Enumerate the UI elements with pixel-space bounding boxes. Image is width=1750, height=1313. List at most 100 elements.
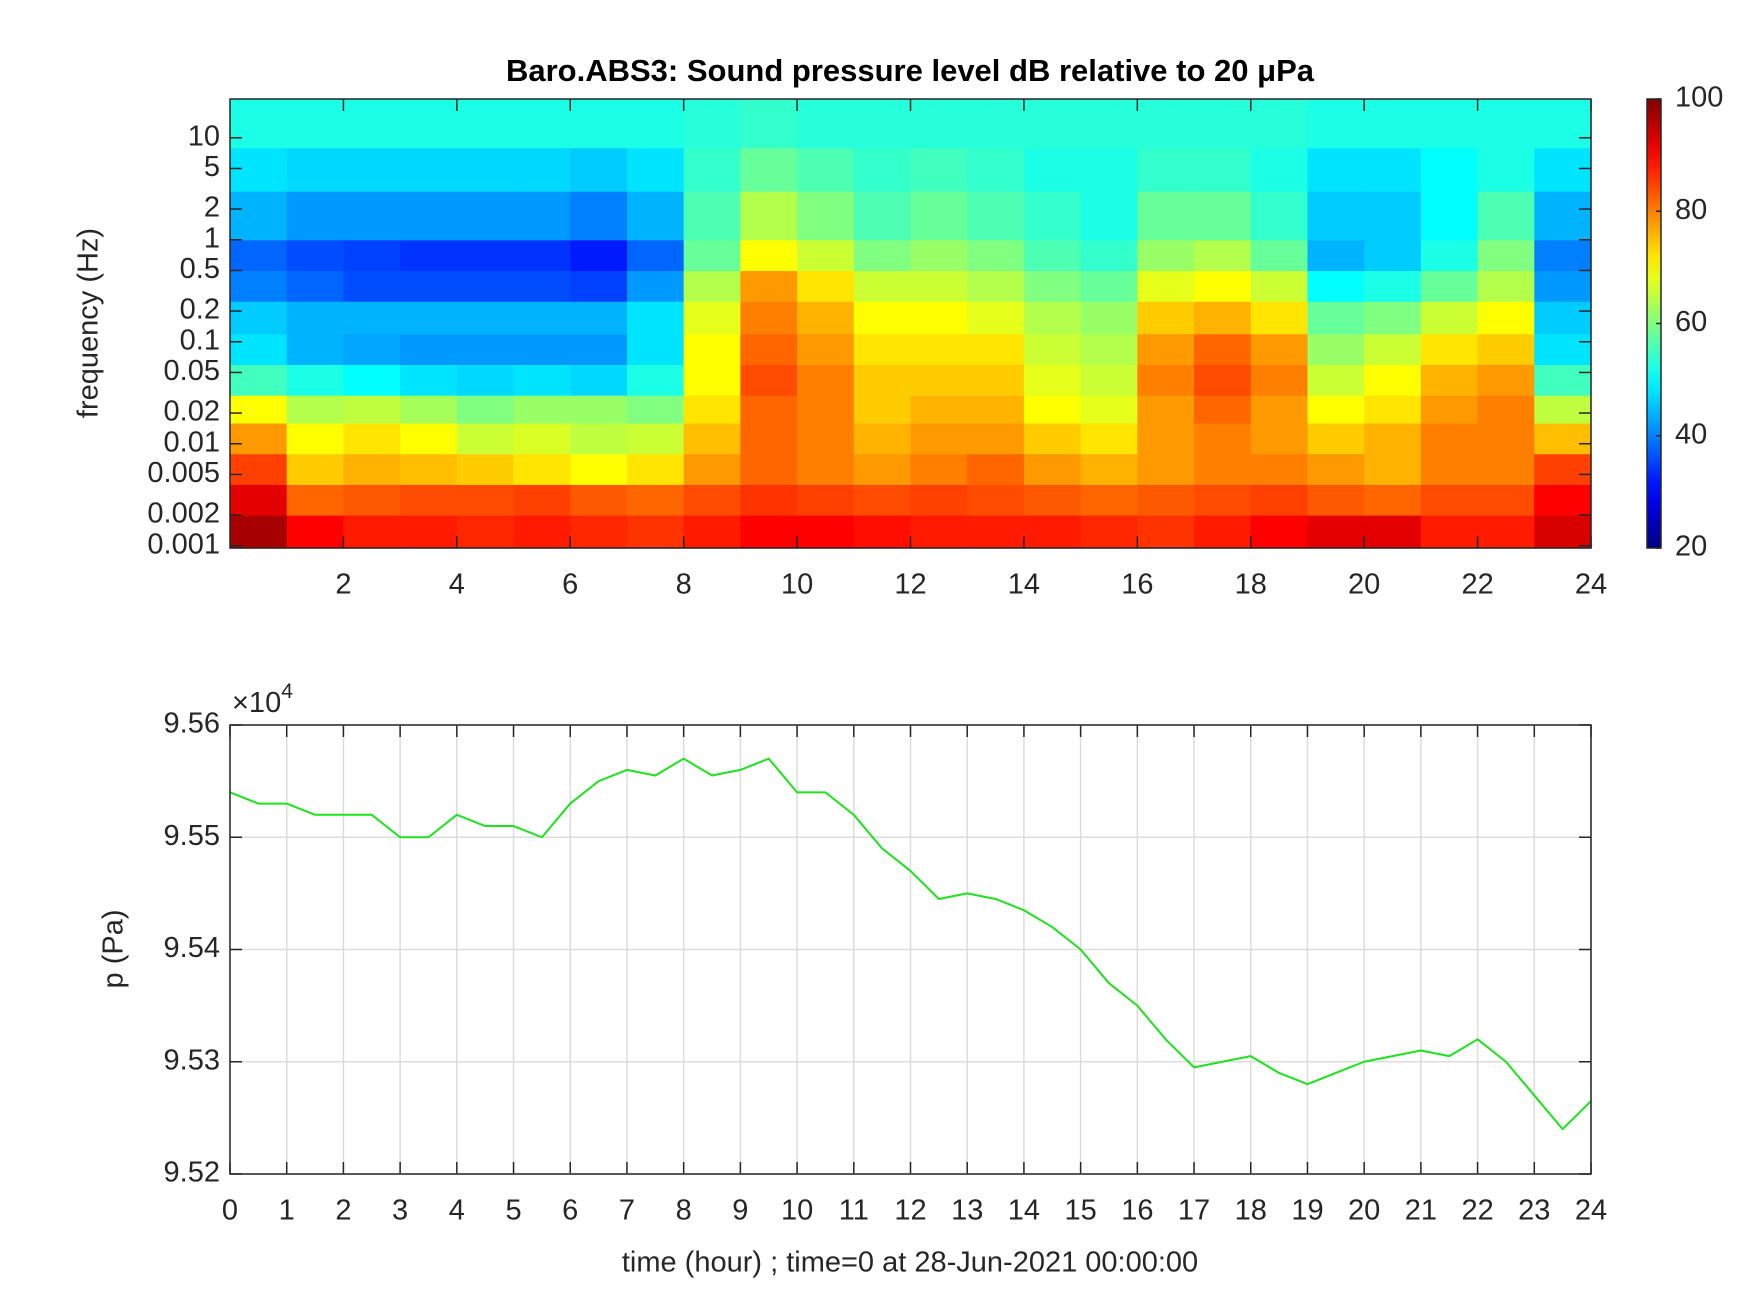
heatmap-cell: [456, 239, 515, 272]
heatmap-cell: [967, 422, 1025, 455]
heatmap-cell: [1477, 147, 1535, 192]
heatmap-cell: [910, 99, 968, 149]
heatmap-cell: [1023, 270, 1082, 302]
y-axis-label: p (Pa): [98, 910, 130, 989]
heatmap-cell: [910, 515, 968, 549]
heatmap-cell: [967, 239, 1025, 272]
heatmap-cell: [1080, 333, 1138, 365]
heatmap-cell: [513, 395, 571, 424]
heatmap-cell: [1307, 333, 1365, 365]
heatmap-cell: [456, 147, 515, 192]
heatmap-cell: [230, 364, 288, 396]
y-axis-label: frequency (Hz): [73, 228, 105, 418]
heatmap-cell: [570, 147, 628, 192]
y-tick-label: 0.001: [147, 528, 220, 560]
heatmap-cell: [513, 422, 571, 455]
heatmap-cell: [853, 333, 912, 365]
colorbar-tick-label: 80: [1675, 194, 1707, 226]
heatmap-cell: [1420, 99, 1479, 149]
x-tick-label: 18: [1235, 569, 1267, 601]
heatmap-cell: [853, 191, 912, 241]
heatmap-cell: [967, 453, 1025, 485]
heatmap-cell: [740, 301, 798, 335]
heatmap-cell: [740, 239, 798, 272]
heatmap-cell: [1477, 301, 1535, 335]
heatmap-cell: [400, 270, 458, 302]
heatmap-cell: [400, 395, 458, 424]
heatmap-cell: [1250, 395, 1309, 424]
heatmap-cell: [1307, 99, 1365, 149]
heatmap-cell: [967, 364, 1025, 396]
heatmap-cell: [230, 515, 288, 549]
heatmap-cell: [1194, 333, 1252, 365]
heatmap-cell: [400, 333, 458, 365]
x-tick-label: 12: [894, 1195, 926, 1227]
heatmap-cell: [1080, 270, 1138, 302]
heatmap-cell: [1477, 333, 1535, 365]
heatmap-cell: [343, 453, 401, 485]
heatmap-cell: [967, 484, 1025, 516]
heatmap-cell: [286, 395, 345, 424]
heatmap-cell: [1364, 364, 1422, 396]
x-tick-label: 6: [562, 1195, 578, 1227]
heatmap-cell: [1364, 453, 1422, 485]
x-tick-label: 4: [449, 569, 465, 601]
heatmap-cell: [1364, 422, 1422, 455]
heatmap-cell: [1137, 515, 1195, 549]
heatmap-cell: [1307, 270, 1365, 302]
heatmap-cell: [1080, 395, 1138, 424]
heatmap-cell: [286, 422, 345, 455]
heatmap-cell: [1534, 301, 1592, 335]
heatmap-cell: [343, 364, 401, 396]
heatmap-cell: [230, 147, 288, 192]
heatmap-cell: [1420, 270, 1479, 302]
heatmap-cell: [853, 270, 912, 302]
heatmap-cell: [626, 99, 685, 149]
heatmap-cell: [513, 147, 571, 192]
heatmap-cell: [513, 99, 571, 149]
heatmap-cell: [683, 333, 741, 365]
heatmap-cell: [797, 515, 855, 549]
heatmap-cell: [1023, 364, 1082, 396]
colorbar-tick-label: 60: [1675, 306, 1707, 338]
heatmap-cell: [967, 395, 1025, 424]
heatmap-cell: [683, 515, 741, 549]
y-exponent: ×104: [232, 680, 293, 719]
heatmap-cell: [853, 422, 912, 455]
heatmap-cell: [1364, 484, 1422, 516]
heatmap-cell: [570, 99, 628, 149]
heatmap-cell: [513, 301, 571, 335]
heatmap-cell: [740, 191, 798, 241]
heatmap-cell: [740, 395, 798, 424]
heatmap-cell: [400, 147, 458, 192]
heatmap-cell: [1080, 453, 1138, 485]
heatmap-cell: [1194, 395, 1252, 424]
heatmap-cell: [740, 147, 798, 192]
heatmap-cell: [1364, 515, 1422, 549]
heatmap-cell: [683, 99, 741, 149]
heatmap-cell: [853, 301, 912, 335]
heatmap-cell: [1080, 147, 1138, 192]
heatmap-cell: [1534, 515, 1592, 549]
x-tick-label: 15: [1064, 1195, 1096, 1227]
heatmap-cell: [1194, 270, 1252, 302]
heatmap-cell: [797, 395, 855, 424]
heatmap-cell: [740, 453, 798, 485]
heatmap-cell: [683, 301, 741, 335]
heatmap-cell: [1420, 191, 1479, 241]
heatmap-cell: [1250, 333, 1309, 365]
heatmap-cell: [343, 422, 401, 455]
heatmap-cell: [1080, 422, 1138, 455]
heatmap-cell: [1080, 301, 1138, 335]
heatmap-cell: [1364, 147, 1422, 192]
heatmap-cell: [1364, 191, 1422, 241]
heatmap-cell: [1307, 395, 1365, 424]
heatmap-cell: [853, 453, 912, 485]
heatmap-cell: [343, 147, 401, 192]
heatmap-cell: [1477, 453, 1535, 485]
heatmap-cell: [1420, 333, 1479, 365]
heatmap-cell: [343, 270, 401, 302]
heatmap-cell: [286, 270, 345, 302]
heatmap-cell: [1534, 453, 1592, 485]
heatmap-cell: [456, 99, 515, 149]
